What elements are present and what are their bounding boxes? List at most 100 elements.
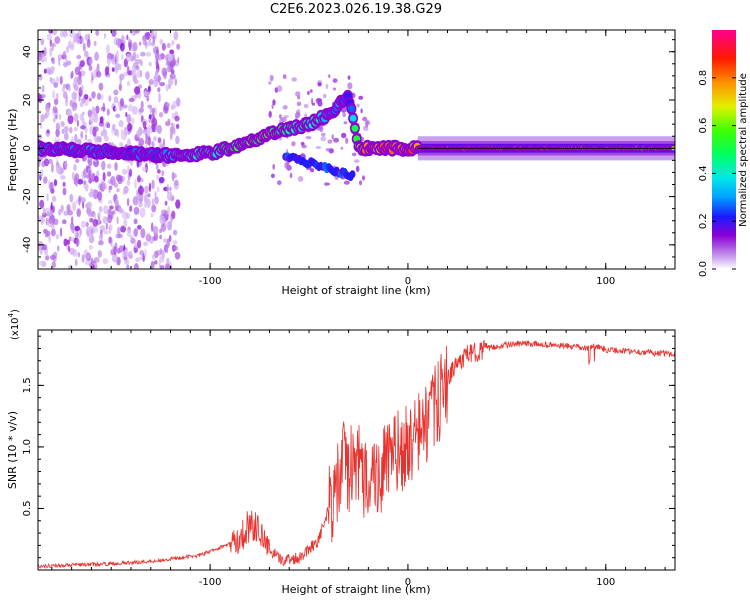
spectrogram-noise-cell — [140, 61, 143, 67]
spectrogram-noise-cell — [39, 199, 45, 209]
spectrogram-noise-cell — [102, 172, 106, 182]
spectrogram-x-label: Height of straight line (km) — [281, 284, 430, 297]
spectrogram-noise-cell — [123, 129, 129, 134]
spectrogram-noise-cell — [280, 116, 287, 123]
spectrogram-noise-cell — [100, 106, 106, 111]
spectrogram-noise-cell — [138, 185, 144, 195]
spectrogram-x-tick-label: 0 — [405, 276, 411, 287]
spectrogram-noise-cell — [96, 71, 102, 78]
spectrogram-noise-cell — [294, 112, 301, 118]
spectrogram-frame — [37, 29, 676, 270]
spectrogram-noise-cell — [114, 106, 118, 111]
spectrogram-noise-cell — [99, 233, 102, 240]
spectrogram-noise-cell — [52, 106, 58, 114]
snr-plot-area — [38, 339, 675, 569]
spectrogram-noise-cell — [347, 75, 351, 80]
spectrogram-y-label: Frequency (Hz) — [6, 109, 19, 192]
spectrogram-noise-cell — [156, 186, 160, 193]
spectrogram-noise-cell — [142, 166, 147, 172]
spectrogram-noise-cell — [62, 91, 68, 99]
spectrogram-noise-cell — [80, 36, 84, 44]
spectrogram-noise-cell — [270, 173, 275, 178]
spectrogram-noise-cell — [126, 179, 131, 186]
spectrogram-noise-cell — [88, 177, 93, 184]
snr-axes: -100 0 100 0.5 1.0 1.5 — [22, 330, 675, 588]
spectrogram-noise-cell — [40, 169, 44, 178]
spectrogram-noise-cell — [159, 255, 165, 263]
snr-x-tick-label: -100 — [199, 577, 222, 588]
spectrogram-noise-cell — [39, 156, 44, 161]
spectrogram-noise-cell — [108, 208, 111, 215]
spectrogram-noise-cell — [301, 144, 307, 149]
spectrogram-noise-cell — [119, 104, 122, 112]
spectrogram-noise-cell — [127, 37, 131, 42]
spectrogram-noise-cell — [139, 41, 142, 46]
spectrogram-noise-cell — [108, 185, 113, 190]
spectrogram-noise-cell — [175, 199, 181, 209]
spectrogram-noise-cell — [97, 212, 101, 220]
spectrogram-noise-cell — [126, 34, 129, 41]
spectrogram-noise-cell — [153, 136, 157, 142]
spectrogram-noise-cell — [126, 122, 133, 132]
spectrogram-noise-cell — [48, 217, 53, 224]
spectrogram-noise-cell — [128, 97, 135, 103]
spectrogram-noise-cell — [162, 226, 166, 231]
spectrogram-noise-cell — [113, 96, 119, 104]
spectrogram-noise-cell — [342, 112, 347, 117]
spectrogram-noise-cell — [128, 41, 132, 52]
spectrogram-noise-cell — [271, 104, 274, 110]
spectrogram-noise-cell — [125, 212, 130, 219]
spectrogram-noise-cell — [52, 89, 55, 100]
spectrogram-noise-cell — [144, 248, 147, 259]
spectrogram-noise-cell — [282, 105, 288, 110]
spectrogram-noise-cell — [68, 86, 71, 92]
spectrogram-noise-cell — [159, 38, 164, 45]
spectrogram-noise-cell — [60, 175, 66, 180]
spectrogram-noise-cell — [83, 94, 89, 100]
spectrogram-noise-cell — [46, 193, 49, 202]
colorbar: 0.0 0.2 0.4 0.6 0.8 Normalized spectral ampl… — [698, 30, 749, 277]
spectrogram-noise-cell — [123, 218, 128, 228]
spectrogram-noise-cell — [126, 114, 132, 124]
spectrogram-noise-cell — [279, 114, 282, 119]
spectrogram-noise-cell — [270, 75, 274, 81]
spectrogram-noise-cell — [108, 95, 112, 102]
spectrogram-noise-cell — [307, 91, 310, 95]
spectrogram-noise-cell — [98, 240, 104, 246]
spectrogram-noise-cell — [38, 73, 43, 81]
spectrogram-noise-cell — [75, 158, 80, 163]
spectrogram-noise-cell — [343, 121, 348, 125]
spectrogram-noise-cell — [315, 97, 322, 105]
snr-x-tick-label: 100 — [596, 577, 615, 588]
spectrogram-noise-cell — [305, 136, 312, 140]
spectrogram-noise-cell — [351, 152, 357, 157]
spectrogram-panel: -100 0 100 -40 -20 0 20 40 Height of straight l… — [6, 29, 676, 297]
spectrogram-noise-cell — [142, 121, 147, 129]
spectrogram-noise-cell — [157, 169, 161, 174]
spectrogram-noise-cell — [175, 135, 180, 145]
spectrogram-noise-cell — [69, 30, 75, 38]
spectrogram-noise-cell — [73, 84, 79, 92]
spectrogram-noise-cell — [118, 120, 124, 128]
spectrogram-noise-cell — [120, 42, 125, 52]
spectrogram-noise-cell — [133, 218, 138, 225]
spectrogram-noise-cell — [136, 130, 140, 138]
spectrogram-noise-cell — [80, 220, 86, 228]
spectrogram-noise-cell — [133, 228, 138, 237]
spectrogram-noise-cell — [56, 245, 60, 252]
spectrogram-noise-cell — [58, 208, 62, 216]
spectrogram-noise-cell — [105, 222, 108, 230]
spectrogram-noise-cell — [327, 139, 333, 144]
spectrogram-noise-cell — [60, 122, 65, 128]
spectrogram-noise-cell — [63, 132, 69, 141]
spectrogram-noise-cell — [132, 41, 138, 52]
spectrogram-noise-cell — [109, 205, 114, 210]
spectrogram-noise-cell — [45, 103, 50, 108]
spectrogram-noise-cell — [103, 230, 109, 235]
spectrogram-noise-cell — [66, 60, 72, 66]
spectrogram-noise-cell — [297, 176, 304, 182]
spectrogram-noise-cell — [340, 146, 344, 150]
spectrogram-noise-cell — [125, 53, 132, 62]
spectrogram-noise-cell — [88, 159, 93, 167]
spectrogram-noise-cell — [131, 105, 138, 115]
